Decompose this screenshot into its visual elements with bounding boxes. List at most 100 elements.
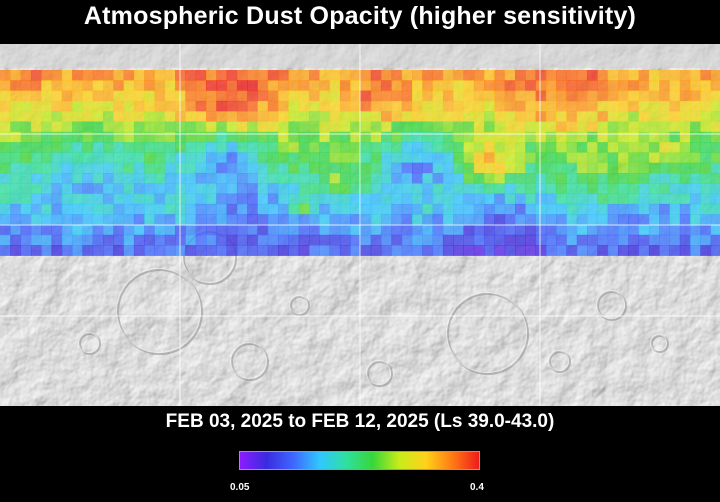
dust-cell <box>247 121 258 133</box>
dust-cell <box>710 100 720 112</box>
dust-cell <box>20 183 32 195</box>
dust-cell <box>41 131 52 143</box>
dust-cell <box>422 131 434 143</box>
dust-cell <box>61 193 73 205</box>
dust-cell <box>432 162 444 174</box>
dust-cell <box>504 80 516 92</box>
dust-cell <box>401 90 413 102</box>
dust-cell <box>566 203 578 215</box>
crater-rim <box>79 333 101 355</box>
dust-cell <box>381 183 392 195</box>
dust-cell <box>72 183 83 195</box>
dust-cell <box>61 121 73 133</box>
dust-cell <box>51 193 63 205</box>
dust-cell <box>319 245 331 256</box>
dust-cell <box>20 214 32 225</box>
dust-cell <box>669 80 681 92</box>
dust-cell <box>61 203 73 215</box>
dust-cell <box>82 70 94 81</box>
dust-cell <box>164 80 176 92</box>
dust-cell <box>700 90 712 102</box>
dust-cell <box>123 203 135 215</box>
crater-highlight <box>595 289 626 320</box>
dust-cell <box>556 203 567 215</box>
dust-cell <box>144 183 155 195</box>
dust-cell <box>422 90 434 102</box>
dust-cell <box>72 214 83 225</box>
dust-cell <box>422 100 434 112</box>
dust-cell <box>236 203 248 215</box>
dust-cell <box>154 131 166 143</box>
dust-cell <box>556 152 567 164</box>
dust-cell <box>494 111 506 122</box>
dust-cell <box>113 234 125 246</box>
dust-cell <box>226 245 238 256</box>
dust-cell <box>267 183 279 195</box>
dust-cell <box>679 111 691 122</box>
dust-cell <box>329 234 341 246</box>
dust-cell <box>566 193 578 205</box>
dust-cell <box>154 80 166 92</box>
dust-cell <box>51 121 63 133</box>
dust-cell <box>72 224 83 236</box>
dust-cell <box>710 90 720 102</box>
dust-cell <box>391 224 403 236</box>
dust-cell <box>700 162 712 174</box>
dust-cell <box>154 70 166 81</box>
dust-cell <box>710 193 720 205</box>
dust-cell <box>618 70 629 81</box>
dust-cell <box>422 142 434 153</box>
dust-cell <box>72 121 83 133</box>
dust-cell <box>360 224 372 236</box>
dust-cell <box>247 70 258 81</box>
dust-cell <box>298 152 310 164</box>
dust-cell <box>659 131 670 143</box>
dust-cell <box>92 183 104 195</box>
dust-cell <box>350 193 361 205</box>
colorbar-min-label: 0.05 <box>230 482 250 493</box>
dust-cell <box>298 234 310 246</box>
dust-cell <box>339 193 351 205</box>
dust-cell <box>267 131 279 143</box>
dust-cell <box>669 234 681 246</box>
dust-cell <box>659 203 670 215</box>
dust-cell <box>453 80 464 92</box>
dust-cell <box>20 245 32 256</box>
dust-cell <box>206 193 217 205</box>
dust-cell <box>494 131 506 143</box>
dust-cell <box>618 203 629 215</box>
dust-cell <box>422 162 434 174</box>
dust-cell <box>587 173 598 184</box>
dust-cell <box>494 173 506 184</box>
dust-cell <box>412 183 423 195</box>
dust-cell <box>247 80 258 92</box>
dust-cell <box>339 80 351 92</box>
dust-cell <box>195 245 207 256</box>
dust-cell <box>41 162 52 174</box>
dust-cell <box>195 214 207 225</box>
dust-cell <box>185 131 197 143</box>
dust-cell <box>700 214 712 225</box>
dust-cell <box>545 162 557 174</box>
dust-cell <box>195 152 207 164</box>
dust-cell <box>267 80 279 92</box>
dust-cell <box>41 203 52 215</box>
dust-cell <box>638 111 650 122</box>
dust-cell <box>185 234 197 246</box>
dust-cell <box>525 152 537 164</box>
dust-cell <box>597 203 609 215</box>
dust-cell <box>278 80 289 92</box>
dust-cell <box>545 203 557 215</box>
dust-cell <box>154 183 166 195</box>
dust-cell <box>133 173 145 184</box>
dust-cell <box>453 245 464 256</box>
dust-cell <box>401 121 413 133</box>
dust-cell <box>319 234 331 246</box>
dust-cell <box>700 234 712 246</box>
dust-cell <box>82 80 94 92</box>
dust-cell <box>339 224 351 236</box>
dust-cell <box>525 203 537 215</box>
dust-cell <box>195 203 207 215</box>
dust-cell <box>566 131 578 143</box>
dust-cell <box>164 90 176 102</box>
